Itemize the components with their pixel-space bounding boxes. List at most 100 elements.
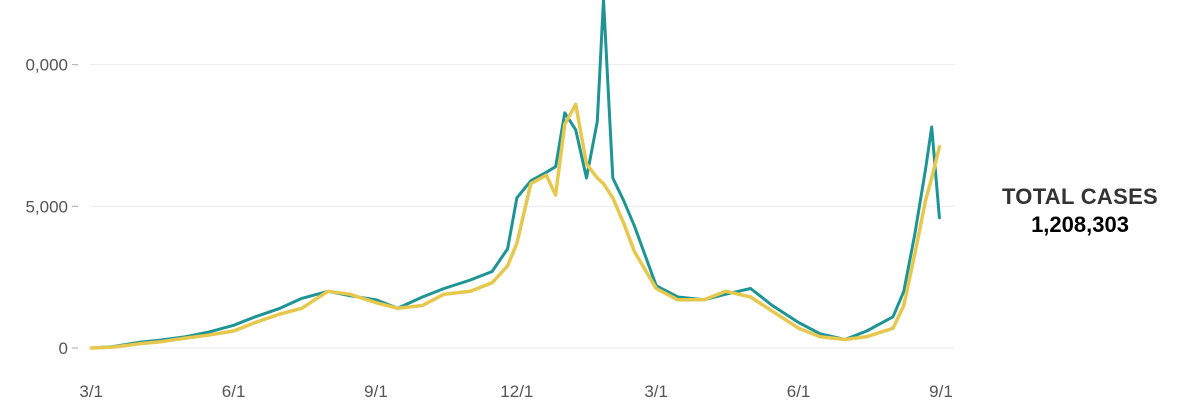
average-cases-point bbox=[396, 307, 399, 310]
average-cases-point bbox=[348, 292, 351, 296]
total-cases-summary: TOTAL CASES 1,208,303 bbox=[985, 184, 1175, 238]
average-cases-point bbox=[374, 301, 378, 304]
total-cases-value: 1,208,303 bbox=[1031, 212, 1129, 237]
x-tick-label: 6/1 bbox=[222, 382, 246, 401]
daily-cases-point bbox=[819, 332, 822, 336]
average-cases-point bbox=[545, 173, 548, 177]
average-cases-point bbox=[913, 253, 916, 256]
x-tick-label: 9/1 bbox=[929, 382, 953, 401]
daily-cases-point bbox=[515, 196, 519, 200]
daily-cases-point bbox=[506, 247, 509, 251]
daily-cases-point bbox=[563, 111, 567, 115]
x-axis: 3/1 6/1 9/1 12/1 3/1 6/1 9/1 bbox=[79, 382, 952, 401]
daily-cases-point bbox=[442, 287, 446, 290]
daily-cases-point bbox=[611, 176, 615, 180]
average-cases-point bbox=[111, 345, 115, 349]
average-cases-point bbox=[902, 304, 906, 307]
average-cases-point bbox=[469, 290, 472, 293]
average-cases-point bbox=[865, 335, 868, 338]
daily-cases-line bbox=[89, 0, 941, 350]
average-cases-point bbox=[278, 312, 282, 316]
daily-cases-point bbox=[602, 0, 605, 1]
average-cases-point bbox=[633, 250, 636, 253]
average-cases-point bbox=[797, 326, 800, 330]
daily-cases-point bbox=[554, 165, 557, 168]
average-cases-point bbox=[938, 145, 941, 149]
average-cases-point bbox=[585, 162, 588, 166]
average-cases-point bbox=[924, 199, 927, 202]
daily-cases-point bbox=[469, 278, 472, 282]
y-axis: 0 5,000 0,000 bbox=[25, 56, 78, 358]
daily-cases-point bbox=[924, 168, 927, 171]
average-cases-point bbox=[515, 241, 519, 245]
average-cases-point bbox=[771, 309, 774, 313]
daily-cases-point bbox=[749, 287, 752, 290]
daily-cases-point bbox=[865, 329, 868, 333]
y-tick-label: 5,000 bbox=[25, 197, 68, 216]
average-cases-point bbox=[819, 335, 822, 338]
daily-cases-point bbox=[596, 120, 599, 123]
x-tick-label: 9/1 bbox=[364, 382, 388, 401]
y-tick-label: 0 bbox=[59, 339, 68, 358]
average-cases-point bbox=[611, 196, 615, 200]
average-cases-point bbox=[529, 182, 532, 185]
average-cases-point bbox=[326, 290, 330, 293]
average-cases-point bbox=[300, 307, 303, 310]
series-layer bbox=[89, 0, 942, 350]
daily-cases-point bbox=[771, 304, 774, 307]
daily-cases-point bbox=[633, 224, 636, 228]
average-cases-point bbox=[843, 338, 847, 341]
daily-cases-point bbox=[797, 321, 800, 324]
average-cases-point bbox=[654, 287, 658, 290]
gridlines bbox=[90, 64, 955, 349]
daily-cases-point bbox=[891, 315, 895, 319]
daily-cases-point bbox=[913, 233, 916, 236]
daily-cases-point bbox=[545, 171, 548, 174]
average-cases-point bbox=[206, 334, 209, 337]
average-cases-point bbox=[421, 304, 424, 307]
average-cases-point bbox=[563, 122, 567, 126]
average-cases-point bbox=[602, 182, 605, 185]
daily-cases-point bbox=[622, 199, 625, 202]
daily-cases-point bbox=[421, 295, 424, 299]
average-cases-point bbox=[930, 176, 933, 180]
average-cases-point bbox=[184, 336, 187, 340]
average-cases-point bbox=[891, 326, 895, 330]
average-cases-point bbox=[622, 222, 625, 225]
daily-cases-point bbox=[902, 290, 906, 293]
x-tick-label: 6/1 bbox=[787, 382, 811, 401]
total-cases-label: TOTAL CASES bbox=[1001, 184, 1159, 209]
daily-cases-point bbox=[374, 298, 378, 302]
daily-cases-point bbox=[930, 125, 933, 129]
average-cases-point bbox=[137, 342, 141, 345]
daily-cases-point bbox=[574, 128, 577, 132]
average-cases-point bbox=[749, 295, 752, 299]
average-cases-point bbox=[442, 292, 446, 296]
daily-cases-point bbox=[300, 297, 303, 300]
y-tick-label: 0,000 bbox=[25, 56, 68, 75]
daily-cases-point bbox=[490, 270, 494, 273]
daily-cases-point bbox=[206, 331, 209, 334]
average-cases-point bbox=[89, 346, 93, 350]
average-cases-point bbox=[676, 298, 680, 302]
average-cases-point bbox=[574, 103, 577, 106]
daily-cases-point bbox=[278, 307, 282, 310]
average-cases-point bbox=[159, 340, 163, 343]
average-cases-point bbox=[596, 176, 599, 180]
average-cases-point bbox=[232, 329, 235, 333]
average-cases-point bbox=[702, 298, 706, 302]
average-cases-point bbox=[254, 321, 257, 324]
daily-cases-point bbox=[724, 292, 728, 296]
daily-cases-point bbox=[585, 176, 588, 180]
daily-cases-point bbox=[254, 315, 257, 319]
cases-chart: 0 5,000 0,000 3/1 6/1 9/1 12/1 3/1 6/1 9/1 bbox=[25, 0, 955, 401]
x-tick-label: 12/1 bbox=[500, 382, 533, 401]
average-cases-point bbox=[724, 290, 728, 293]
average-cases-point bbox=[506, 264, 509, 268]
daily-cases-point bbox=[232, 324, 235, 327]
average-cases-point bbox=[554, 193, 557, 197]
x-tick-label: 3/1 bbox=[79, 382, 103, 401]
daily-cases-point bbox=[938, 216, 941, 219]
x-tick-label: 3/1 bbox=[644, 382, 668, 401]
average-cases-line bbox=[89, 102, 942, 350]
